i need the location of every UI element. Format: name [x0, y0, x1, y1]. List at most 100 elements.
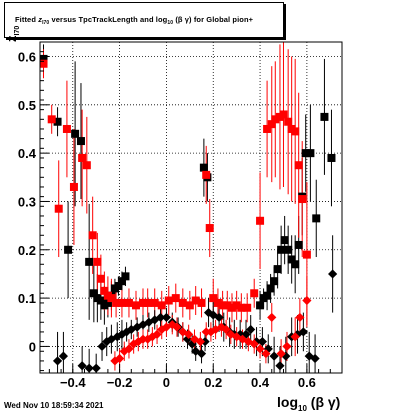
- x-axis-title: log10 (β γ): [277, 394, 340, 413]
- data-point: [276, 349, 286, 359]
- data-point: [77, 361, 87, 371]
- data-point: [114, 282, 123, 291]
- data-point: [269, 351, 279, 361]
- data-point: [196, 349, 207, 359]
- x-title-rest: (β γ): [310, 394, 341, 410]
- data-point: [161, 312, 172, 323]
- data-point: [261, 349, 271, 359]
- data-point: [255, 344, 265, 354]
- data-point: [205, 224, 214, 233]
- y-title-main: z: [4, 35, 19, 43]
- x-tick-label: 0.4: [251, 375, 270, 390]
- data-point: [257, 336, 268, 347]
- axis-ticks: [40, 51, 331, 373]
- data-point: [270, 277, 279, 286]
- data-point: [71, 129, 80, 138]
- data-point: [164, 296, 173, 305]
- data-point: [275, 361, 285, 371]
- data-point: [294, 161, 303, 170]
- title-prefix: Fitted: [15, 15, 37, 24]
- data-point: [287, 255, 296, 264]
- data-point: [227, 303, 236, 312]
- x-tick-label: 0.2: [204, 375, 222, 390]
- data-point: [214, 312, 224, 323]
- title-log-sub: 10: [167, 20, 174, 26]
- y-tick-label: 0.2: [18, 243, 36, 258]
- data-point: [112, 298, 121, 307]
- data-point: [279, 110, 288, 119]
- title-suffix: for Global pion+: [193, 15, 254, 24]
- data-point: [280, 236, 289, 245]
- data-point: [91, 363, 101, 373]
- data-point: [292, 329, 303, 339]
- data-point: [320, 112, 329, 121]
- date-stamp: Wed Nov 10 18:59:34 2021: [4, 401, 104, 410]
- data-point: [184, 329, 194, 339]
- data-point: [209, 294, 218, 303]
- data-point: [302, 250, 311, 259]
- data-point: [100, 286, 109, 295]
- data-point: [178, 298, 187, 307]
- data-point: [114, 353, 125, 364]
- data-point: [191, 346, 201, 356]
- data-point: [263, 124, 272, 133]
- data-point: [84, 363, 94, 373]
- data-point: [295, 312, 305, 323]
- data-point: [216, 322, 227, 332]
- data-point: [312, 214, 321, 223]
- data-point: [208, 310, 218, 320]
- data-point: [103, 298, 112, 307]
- data-point: [54, 204, 63, 213]
- data-point: [107, 294, 116, 303]
- data-point: [150, 315, 160, 325]
- data-point: [76, 137, 85, 146]
- data-point: [256, 216, 265, 225]
- y-tick-label: 0.4: [18, 146, 37, 161]
- data-point: [78, 153, 87, 162]
- tick-labels: −0.4 −0.2 0 0.2 0.4 0.6 0 0.1 0.2 0.3 0.4 0.5 0.6: [18, 49, 316, 390]
- data-point: [187, 339, 197, 349]
- y-axis-title: zI70: [4, 26, 21, 42]
- x-tick-label: 0: [163, 375, 170, 390]
- data-point: [117, 298, 126, 307]
- data-point: [284, 245, 293, 254]
- data-point: [290, 332, 300, 342]
- data-point: [171, 294, 180, 303]
- data-point: [298, 327, 308, 337]
- data-point: [195, 336, 205, 347]
- data-point: [237, 303, 246, 312]
- data-point: [124, 298, 133, 307]
- data-point: [203, 307, 214, 318]
- data-point: [110, 356, 120, 366]
- data-point: [150, 298, 159, 307]
- data-point: [147, 332, 157, 342]
- data-point: [126, 324, 136, 335]
- data-point: [124, 344, 134, 354]
- x-tick-label: −0.4: [60, 375, 86, 390]
- data-point: [267, 312, 277, 323]
- title-var-sub: I70: [42, 20, 50, 26]
- data-point: [197, 298, 206, 307]
- data-point: [39, 59, 48, 68]
- data-point: [157, 301, 166, 310]
- x-tick-label: −0.2: [107, 375, 133, 390]
- data-point: [89, 289, 98, 298]
- data-point: [155, 312, 166, 323]
- data-point: [277, 245, 286, 254]
- data-point: [112, 332, 122, 342]
- data-point: [267, 120, 276, 129]
- y-tick-label: 0.5: [18, 98, 36, 113]
- data-point: [62, 124, 71, 133]
- data-point: [138, 334, 148, 344]
- gridlines: [40, 42, 342, 373]
- y-tick-label: 0.3: [18, 194, 36, 209]
- data-point: [191, 296, 200, 305]
- data-point: [302, 295, 312, 306]
- data-point: [271, 115, 280, 124]
- y-tick-label: 0.1: [18, 291, 36, 306]
- data-point: [143, 298, 152, 307]
- data-point: [117, 329, 127, 339]
- data-point: [82, 161, 91, 170]
- error-bars: [43, 42, 334, 373]
